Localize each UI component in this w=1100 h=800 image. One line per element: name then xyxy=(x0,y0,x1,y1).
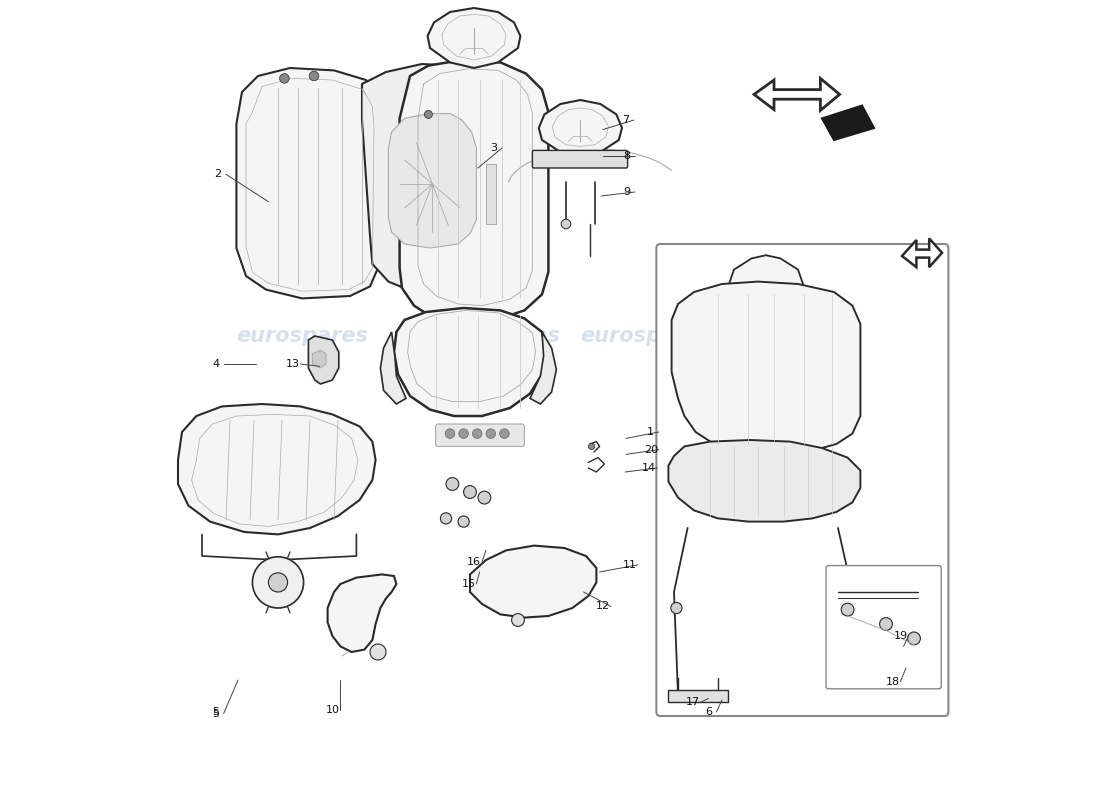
Polygon shape xyxy=(178,404,375,534)
Text: 2: 2 xyxy=(214,170,221,179)
Text: 1: 1 xyxy=(647,427,654,437)
Text: 6: 6 xyxy=(705,707,712,717)
Polygon shape xyxy=(362,64,506,294)
Circle shape xyxy=(842,602,854,614)
Polygon shape xyxy=(399,60,549,322)
Text: 19: 19 xyxy=(893,631,907,641)
FancyBboxPatch shape xyxy=(436,424,525,446)
Polygon shape xyxy=(394,308,546,416)
Text: 20: 20 xyxy=(644,445,658,454)
FancyBboxPatch shape xyxy=(826,566,942,689)
Circle shape xyxy=(459,429,469,438)
Text: 9: 9 xyxy=(624,187,630,197)
Polygon shape xyxy=(388,114,476,248)
Polygon shape xyxy=(236,68,381,298)
Circle shape xyxy=(842,603,854,616)
Polygon shape xyxy=(530,332,557,404)
Text: 10: 10 xyxy=(326,706,340,715)
Text: 5: 5 xyxy=(212,707,219,717)
Text: eurospares: eurospares xyxy=(236,326,367,346)
Circle shape xyxy=(446,478,459,490)
Circle shape xyxy=(478,491,491,504)
Circle shape xyxy=(880,618,892,630)
Polygon shape xyxy=(428,8,520,68)
Circle shape xyxy=(440,513,452,524)
Text: 3: 3 xyxy=(491,143,497,153)
Polygon shape xyxy=(539,100,622,154)
Circle shape xyxy=(458,516,470,527)
Text: 4: 4 xyxy=(212,359,219,369)
Polygon shape xyxy=(328,574,396,652)
Polygon shape xyxy=(486,164,496,224)
Polygon shape xyxy=(308,336,339,384)
Circle shape xyxy=(309,71,319,81)
Polygon shape xyxy=(754,78,839,110)
Text: 11: 11 xyxy=(623,560,637,570)
Circle shape xyxy=(446,429,454,438)
Polygon shape xyxy=(669,440,860,522)
Text: 12: 12 xyxy=(596,602,609,611)
Polygon shape xyxy=(312,350,326,368)
Polygon shape xyxy=(727,255,804,318)
Circle shape xyxy=(908,632,921,645)
Polygon shape xyxy=(470,546,596,618)
Polygon shape xyxy=(381,332,406,404)
Polygon shape xyxy=(822,106,875,140)
Text: 5: 5 xyxy=(212,709,219,718)
FancyBboxPatch shape xyxy=(532,150,628,168)
Circle shape xyxy=(671,602,682,614)
Circle shape xyxy=(252,557,304,608)
Polygon shape xyxy=(669,690,727,702)
FancyBboxPatch shape xyxy=(657,244,948,716)
Polygon shape xyxy=(672,282,860,454)
Text: 13: 13 xyxy=(285,359,299,369)
Text: eurospares: eurospares xyxy=(428,326,560,346)
Circle shape xyxy=(561,219,571,229)
Text: 16: 16 xyxy=(468,557,481,566)
Text: 17: 17 xyxy=(685,698,700,707)
Circle shape xyxy=(486,429,496,438)
Circle shape xyxy=(472,429,482,438)
Circle shape xyxy=(425,110,432,118)
Circle shape xyxy=(279,74,289,83)
Text: 8: 8 xyxy=(624,151,630,161)
Text: 14: 14 xyxy=(642,463,657,473)
Text: 18: 18 xyxy=(886,677,900,686)
Circle shape xyxy=(268,573,287,592)
Circle shape xyxy=(370,644,386,660)
Polygon shape xyxy=(902,238,942,267)
Circle shape xyxy=(463,486,476,498)
Text: eurospares: eurospares xyxy=(580,326,712,346)
Text: 7: 7 xyxy=(623,115,629,125)
Text: 15: 15 xyxy=(461,579,475,589)
Circle shape xyxy=(512,614,525,626)
Circle shape xyxy=(499,429,509,438)
Circle shape xyxy=(588,443,595,450)
